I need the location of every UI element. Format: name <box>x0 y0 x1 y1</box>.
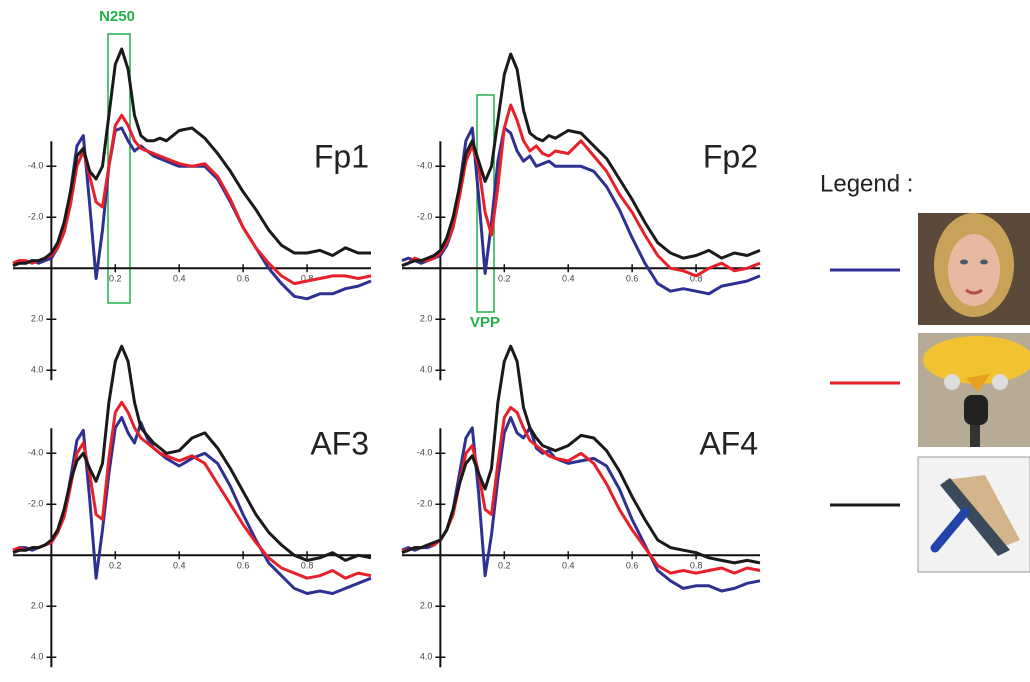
legend-image-object <box>918 333 1030 447</box>
x-tick-label: 0.2 <box>109 274 122 284</box>
x-tick-label: 0.6 <box>237 274 250 284</box>
y-tick-label: -2.0 <box>28 499 44 509</box>
x-tick-label: 0.6 <box>237 561 250 571</box>
legend-image-squeegee <box>917 456 1030 573</box>
y-tick-label: 4.0 <box>31 365 44 375</box>
panel-title: AF3 <box>310 425 369 461</box>
x-tick-label: 0.8 <box>690 274 703 284</box>
y-tick-label: 4.0 <box>420 365 433 375</box>
erp-line <box>12 113 372 286</box>
erp-line <box>12 47 371 268</box>
erp-line <box>401 103 761 278</box>
y-tick-label: 4.0 <box>420 652 433 662</box>
y-tick-label: 2.0 <box>31 601 44 611</box>
y-tick-label: -4.0 <box>28 448 44 458</box>
y-tick-label: -2.0 <box>28 212 44 222</box>
erp-line <box>12 344 372 562</box>
x-tick-label: 0.8 <box>690 561 703 571</box>
x-tick-label: 0.4 <box>562 561 575 571</box>
y-tick-label: -4.0 <box>417 161 433 171</box>
legend-title: Legend : <box>820 170 913 197</box>
y-tick-label: 2.0 <box>31 314 44 324</box>
x-tick-label: 0.8 <box>301 274 314 284</box>
annotation: N250 <box>99 8 135 25</box>
panel-title: Fp1 <box>314 138 369 174</box>
y-tick-label: -2.0 <box>417 499 433 509</box>
x-tick-label: 0.2 <box>109 561 122 571</box>
x-tick-label: 0.4 <box>562 274 575 284</box>
x-tick-label: 0.8 <box>301 561 314 571</box>
y-tick-label: 2.0 <box>420 601 433 611</box>
y-tick-label: -4.0 <box>28 161 44 171</box>
y-tick-label: 4.0 <box>31 652 44 662</box>
x-tick-label: 0.4 <box>173 561 186 571</box>
x-tick-label: 0.6 <box>626 561 639 571</box>
panel-title: Fp2 <box>703 138 758 174</box>
annotation-box <box>107 33 131 304</box>
legend-image-face <box>918 213 1030 325</box>
annotation: VPP <box>470 314 500 331</box>
y-tick-label: -2.0 <box>417 212 433 222</box>
x-tick-label: 0.2 <box>498 274 511 284</box>
erp-line <box>401 344 761 565</box>
x-tick-label: 0.4 <box>173 274 186 284</box>
panel-title: AF4 <box>699 425 758 461</box>
x-tick-label: 0.2 <box>498 561 511 571</box>
y-tick-label: 2.0 <box>420 314 433 324</box>
y-tick-label: -4.0 <box>417 448 433 458</box>
x-tick-label: 0.6 <box>626 274 639 284</box>
erp-line <box>401 52 761 268</box>
